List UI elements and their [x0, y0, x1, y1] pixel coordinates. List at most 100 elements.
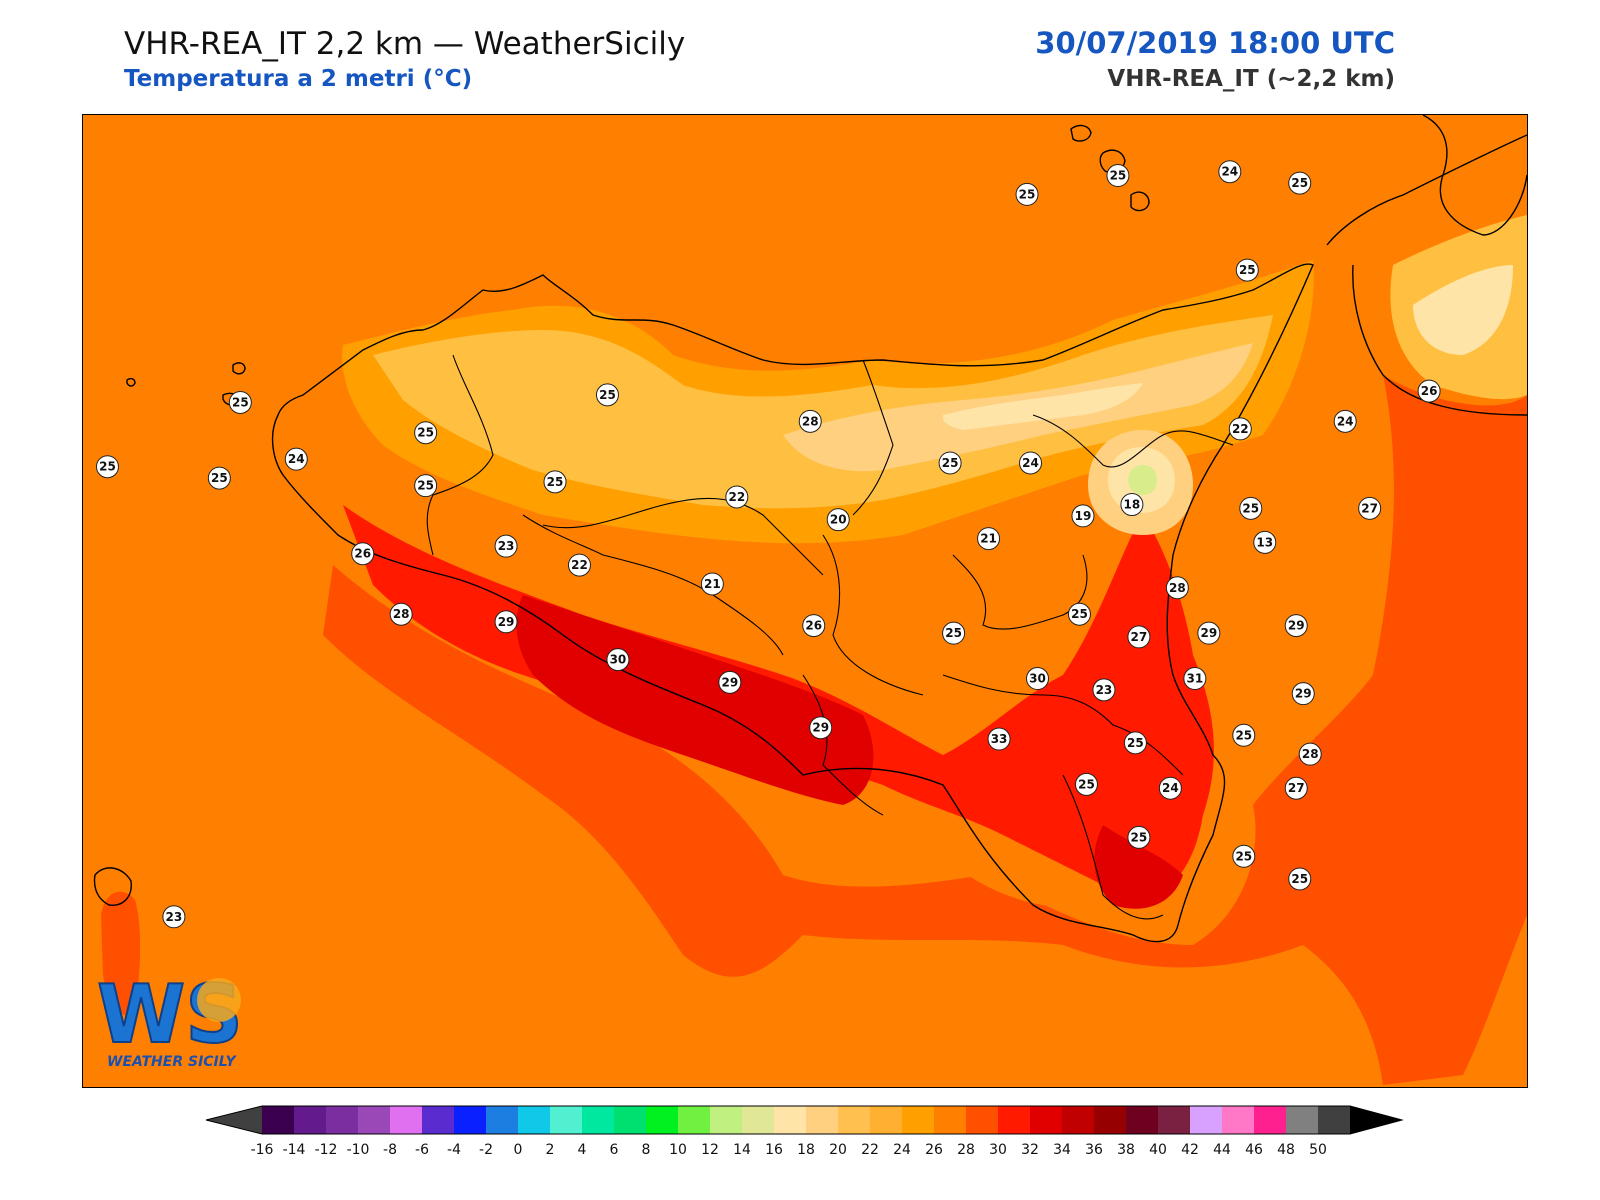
- station-marker: 25: [1127, 825, 1151, 849]
- station-circle: [1092, 678, 1116, 702]
- station-marker: 28: [1165, 576, 1189, 600]
- station-value: 25: [1071, 607, 1088, 621]
- colorbar-swatch: [1158, 1106, 1191, 1134]
- calabria-south-coastline: [1352, 264, 1527, 416]
- station-value: 22: [728, 490, 745, 504]
- colorbar-tick-label: 40: [1149, 1142, 1167, 1158]
- station-circle: [1071, 504, 1095, 528]
- station-value: 20: [830, 513, 847, 527]
- station-circle: [1232, 723, 1256, 747]
- colorbar-swatch: [550, 1106, 583, 1134]
- station-marker: 25: [938, 451, 962, 475]
- colorbar-tick-label: -10: [347, 1142, 370, 1158]
- colorbar-swatch: [486, 1106, 519, 1134]
- station-marker: 25: [543, 470, 567, 494]
- station-marker: 29: [1291, 682, 1315, 706]
- station-marker: 25: [1288, 867, 1312, 891]
- station-marker: 26: [351, 542, 375, 566]
- calabria-coastline: [1326, 134, 1527, 246]
- colorbar-tick-label: 8: [642, 1142, 651, 1158]
- station-circle: [718, 670, 742, 694]
- colorbar-tick-label: -12: [315, 1142, 338, 1158]
- station-value: 25: [1291, 872, 1308, 886]
- station-value: 29: [721, 675, 738, 689]
- station-marker: 20: [826, 508, 850, 532]
- station-value: 25: [1291, 176, 1308, 190]
- colorbar-tick-label: 36: [1085, 1142, 1103, 1158]
- station-value: 26: [354, 547, 371, 561]
- station-circle: [1298, 742, 1322, 766]
- colorbar-swatch: [998, 1106, 1031, 1134]
- station-circle: [1235, 258, 1259, 282]
- station-circle: [414, 421, 438, 445]
- station-marker: 22: [1228, 417, 1252, 441]
- station-value: 33: [991, 732, 1008, 746]
- station-circle: [1291, 682, 1315, 706]
- station-marker: 26: [802, 614, 826, 638]
- colorbar-tick-label: 30: [989, 1142, 1007, 1158]
- station-circle: [1228, 417, 1252, 441]
- station-marker: 23: [162, 905, 186, 929]
- station-circle: [802, 614, 826, 638]
- colorbar-swatch: [358, 1106, 391, 1134]
- station-value: 24: [288, 452, 305, 466]
- station-circle: [389, 602, 413, 626]
- colorbar-tick-label: 4: [578, 1142, 587, 1158]
- station-circle: [1026, 667, 1050, 691]
- station-value: 21: [704, 577, 721, 591]
- station-marker: 25: [1067, 602, 1091, 626]
- calabria-north-coastline: [1422, 115, 1527, 236]
- station-value: 27: [1288, 781, 1305, 795]
- station-marker: 28: [798, 409, 822, 433]
- colorbar-swatch: [934, 1106, 967, 1134]
- station-circle: [567, 553, 591, 577]
- station-marker: 24: [1019, 451, 1043, 475]
- station-marker: 21: [977, 527, 1001, 551]
- station-value: 25: [547, 475, 564, 489]
- colorbar-tick-label: 14: [733, 1142, 751, 1158]
- colorbar-tick-label: 2: [546, 1142, 555, 1158]
- station-value: 25: [417, 426, 434, 440]
- station-marker: 25: [1106, 164, 1130, 188]
- station-circle: [1183, 667, 1207, 691]
- colorbar-swatch: [1286, 1106, 1319, 1134]
- colorbar-swatch: [614, 1106, 647, 1134]
- colorbar-tick-label: 34: [1053, 1142, 1071, 1158]
- map-panel: 25 25 25 24 25 26 24 22 25 25 28 25 25 25 24 25 25 22 25 24…: [82, 114, 1528, 1088]
- station-value: 27: [1131, 630, 1148, 644]
- station-circle: [595, 383, 619, 407]
- colorbar-frame: [205, 1105, 1404, 1135]
- coastlines: [93, 115, 1527, 943]
- station-value: 25: [1019, 187, 1036, 201]
- station-marker: 22: [725, 485, 749, 509]
- colorbar-swatch: [1190, 1106, 1223, 1134]
- station-marker: 29: [718, 670, 742, 694]
- boundary-ragusa-siracusa: [1062, 774, 1164, 920]
- station-marker: 24: [1333, 409, 1357, 433]
- station-value: 29: [498, 615, 515, 629]
- colorbar-tick-label: 48: [1277, 1142, 1295, 1158]
- very-hot-core-south: [516, 595, 874, 805]
- station-value: 18: [1124, 498, 1141, 512]
- station-value: 26: [805, 619, 822, 633]
- station-circle: [1288, 867, 1312, 891]
- station-value: 25: [1078, 777, 1095, 791]
- station-value: 28: [802, 414, 819, 428]
- station-value: 25: [1131, 830, 1148, 844]
- station-value: 13: [1256, 535, 1273, 549]
- station-marker: 25: [207, 466, 231, 490]
- station-value: 22: [571, 558, 588, 572]
- boundary-caltanissetta-enna: [822, 534, 924, 696]
- colorbar-tick-label: 18: [797, 1142, 815, 1158]
- station-marker: 28: [389, 602, 413, 626]
- station-circle: [1015, 182, 1039, 206]
- station-value: 29: [1200, 626, 1217, 640]
- colorbar-tick-label: -6: [415, 1142, 429, 1158]
- colorbar-swatch: [390, 1106, 423, 1134]
- station-value: 23: [498, 539, 515, 553]
- station-circle: [700, 572, 724, 596]
- marettimo-island: [126, 377, 136, 387]
- colorbar-tick-label: 28: [957, 1142, 975, 1158]
- station-circle: [494, 610, 518, 634]
- station-marker: 25: [1235, 258, 1259, 282]
